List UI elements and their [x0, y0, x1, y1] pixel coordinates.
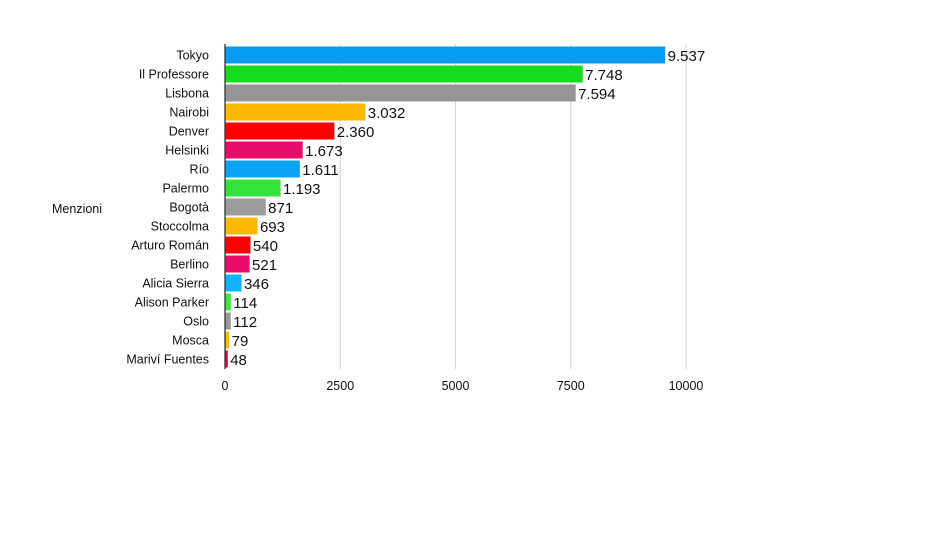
category-label: Nairobi [169, 106, 209, 120]
category-label: Alicia Sierra [142, 277, 209, 291]
x-tick-label: 10000 [669, 379, 704, 393]
bar [225, 141, 303, 159]
value-label: 114 [233, 295, 257, 312]
category-label: Palermo [162, 182, 209, 196]
x-tick-labels: 0 2500 5000 7500 10000 [222, 379, 704, 393]
value-label: 346 [244, 276, 269, 293]
value-label: 540 [253, 238, 278, 255]
category-label: Berlino [170, 258, 209, 272]
value-label: 521 [252, 257, 277, 274]
category-label: Stoccolma [151, 220, 209, 234]
category-label: Mosca [172, 334, 209, 348]
bar [225, 293, 231, 311]
value-label: 693 [260, 219, 285, 236]
bar [225, 255, 250, 273]
value-label: 48 [230, 352, 247, 369]
bar [225, 274, 242, 292]
category-label: Denver [169, 125, 209, 139]
bar [225, 198, 266, 216]
value-label: 1.673 [305, 143, 343, 160]
category-labels: Tokyo Il Professore Lisbona Nairobi Denver He… [126, 49, 209, 367]
value-labels: 9.537 7.748 7.594 3.032 2.360 1.673 1.611 1.193… [230, 48, 705, 369]
bar [225, 331, 230, 349]
category-label: Tokyo [176, 49, 209, 63]
category-label: Arturo Román [131, 239, 209, 253]
bar [225, 65, 583, 83]
bars [225, 46, 666, 368]
bar [225, 179, 281, 197]
bar [225, 312, 231, 330]
value-label: 112 [233, 314, 257, 331]
bar [225, 217, 258, 235]
value-label: 1.193 [283, 181, 321, 198]
category-label: Il Professore [139, 68, 209, 82]
x-tick-label: 7500 [557, 379, 585, 393]
category-label: Helsinki [165, 144, 209, 158]
bar [225, 46, 666, 64]
x-tick-label: 2500 [326, 379, 354, 393]
category-label: Lisbona [165, 87, 209, 101]
value-label: 7.748 [585, 67, 623, 84]
y-axis-title: Menzioni [52, 202, 102, 216]
value-label: 7.594 [578, 86, 616, 103]
value-label: 2.360 [337, 124, 375, 141]
bar [225, 350, 228, 368]
x-tick-label: 5000 [442, 379, 470, 393]
value-label: 9.537 [668, 48, 706, 65]
category-label: Bogotà [169, 201, 209, 215]
category-label: Alison Parker [135, 296, 209, 310]
value-label: 3.032 [368, 105, 406, 122]
bar [225, 103, 366, 121]
bar [225, 122, 335, 140]
bar [225, 84, 576, 102]
value-label: 79 [232, 333, 249, 350]
bar [225, 236, 251, 254]
category-label: Oslo [183, 315, 209, 329]
value-label: 1.611 [302, 162, 338, 179]
bar [225, 160, 300, 178]
category-label: Río [190, 163, 210, 177]
value-label: 871 [268, 200, 293, 217]
x-tick-label: 0 [222, 379, 229, 393]
category-label: Mariví Fuentes [126, 353, 209, 367]
